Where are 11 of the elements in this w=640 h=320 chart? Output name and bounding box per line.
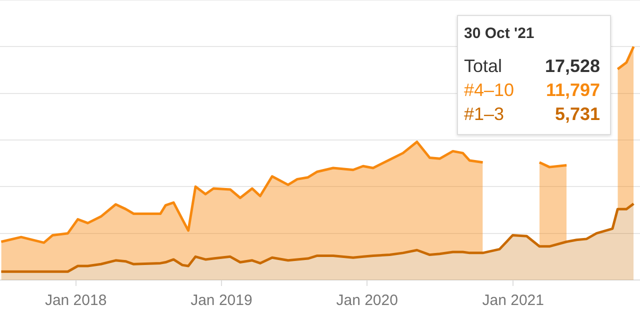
x-tick-label: Jan 2018 [44,292,107,310]
x-tick-label: Jan 2021 [482,292,544,310]
annotation: 17,528 [544,55,600,78]
annotation: 11,797 [546,79,600,102]
annotation: Total [464,55,502,78]
x-tick-label: Jan 2020 [336,292,398,310]
text: #1–3 [464,104,504,124]
x-tick-label: Jan 2019 [190,292,252,310]
text: 30 Oct '21 [464,25,534,42]
annotation: 5,731 [554,103,600,126]
text: #4–10 [464,80,514,100]
